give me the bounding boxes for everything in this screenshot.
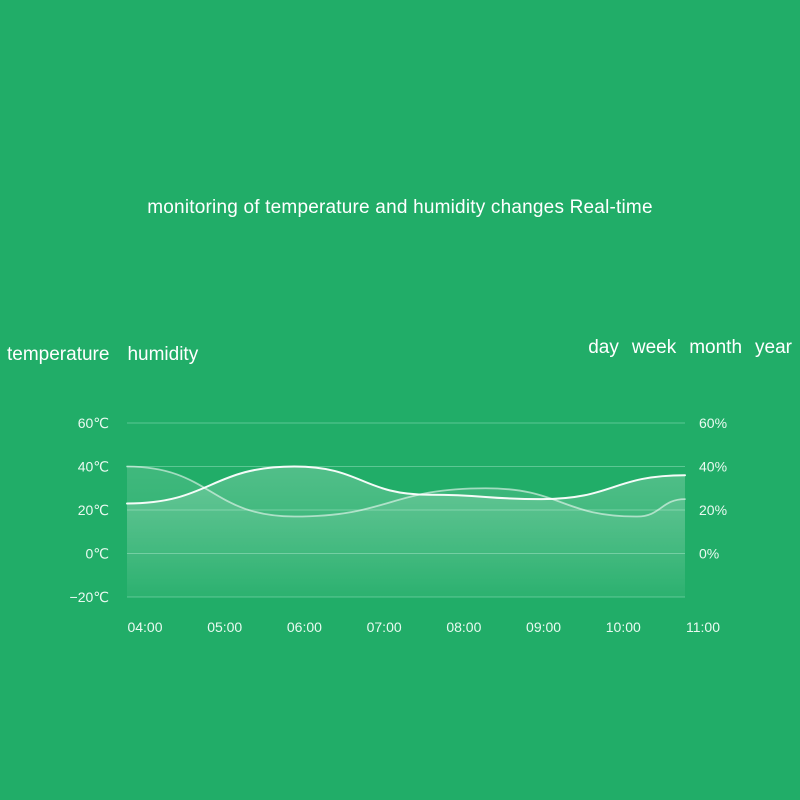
x-tick-label: 06:00 bbox=[287, 619, 322, 635]
tab-week[interactable]: week bbox=[631, 337, 677, 358]
y-right-tick-label: 0% bbox=[699, 546, 719, 562]
y-left-tick-label: −20℃ bbox=[70, 589, 109, 605]
y-right-tick-label: 20% bbox=[699, 502, 727, 518]
tab-month[interactable]: month bbox=[689, 337, 743, 358]
x-tick-label: 07:00 bbox=[367, 619, 402, 635]
y-left-tick-label: 0℃ bbox=[85, 546, 109, 562]
y-left-tick-label: 40℃ bbox=[78, 459, 109, 475]
x-tick-label: 08:00 bbox=[446, 619, 481, 635]
x-tick-label: 04:00 bbox=[127, 619, 162, 635]
y-right-tick-label: 60% bbox=[699, 415, 727, 431]
humidity-line bbox=[126, 465, 686, 518]
tab-year[interactable]: year bbox=[755, 337, 792, 358]
x-tick-label: 10:00 bbox=[606, 619, 641, 635]
x-tick-label: 11:00 bbox=[686, 619, 720, 635]
x-tick-label: 05:00 bbox=[207, 619, 242, 635]
tab-temperature[interactable]: temperature bbox=[7, 344, 110, 365]
y-left-tick-label: 20℃ bbox=[78, 502, 109, 518]
headline: monitoring of temperature and humidity c… bbox=[147, 197, 653, 218]
y-right-tick-label: 40% bbox=[699, 459, 727, 475]
range-tabs: day week month year bbox=[588, 337, 792, 359]
x-tick-label: 09:00 bbox=[526, 619, 561, 635]
tab-humidity[interactable]: humidity bbox=[127, 344, 199, 365]
y-left-tick-label: 60℃ bbox=[78, 415, 109, 431]
tab-day[interactable]: day bbox=[588, 337, 619, 358]
temperature-line bbox=[126, 465, 686, 505]
series-tabs: temperature humidity bbox=[7, 344, 198, 366]
